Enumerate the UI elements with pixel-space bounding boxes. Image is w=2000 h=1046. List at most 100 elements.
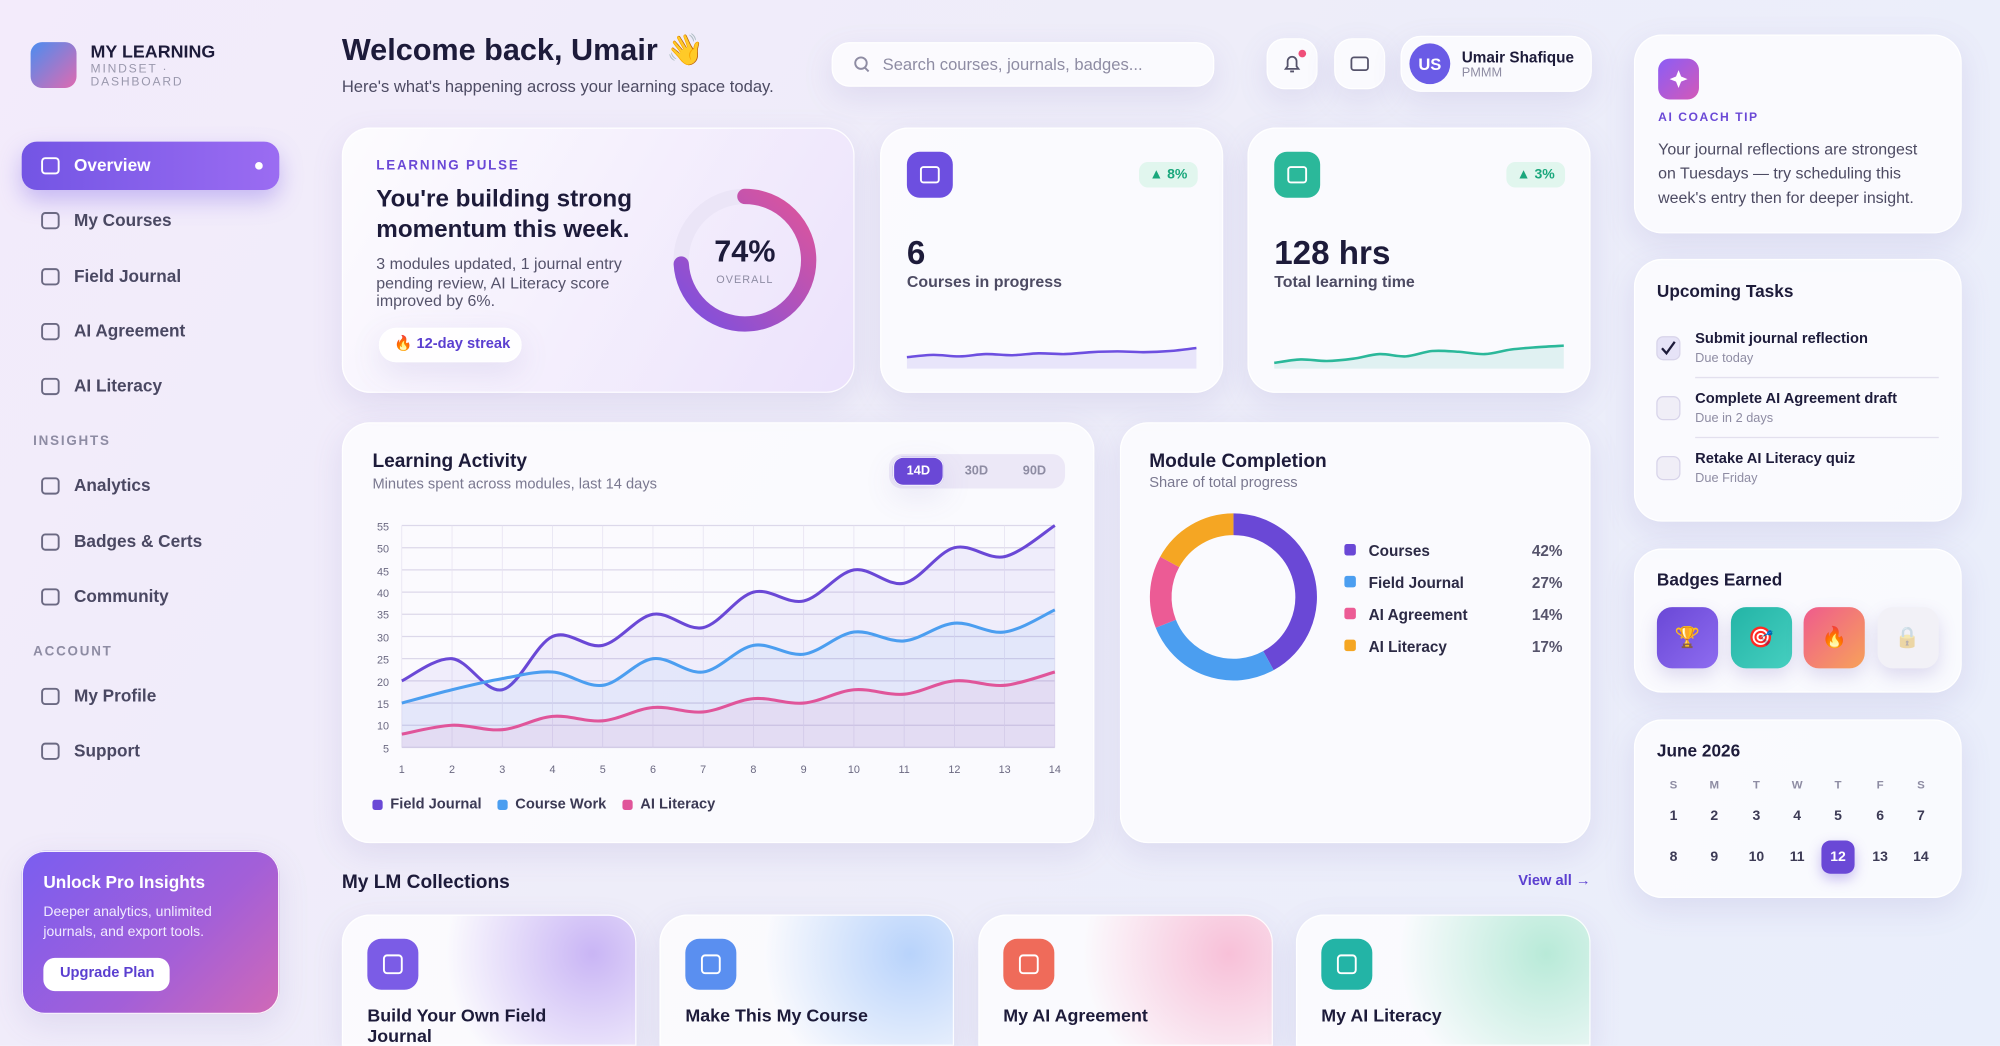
nav-active-pill[interactable] bbox=[21, 141, 280, 191]
x-tick-label: 7 bbox=[700, 762, 707, 776]
nav-item[interactable]: Field Journal bbox=[73, 266, 182, 286]
calendar-day[interactable]: 1 bbox=[1669, 808, 1678, 825]
x-tick-label: 6 bbox=[649, 762, 656, 776]
nav-item[interactable]: AI Agreement bbox=[73, 320, 186, 341]
donut-segment bbox=[1149, 556, 1180, 628]
calendar-day[interactable]: 7 bbox=[1917, 808, 1925, 825]
nav-icon bbox=[41, 268, 60, 286]
calendar-day[interactable]: 4 bbox=[1793, 808, 1802, 825]
wallet-button[interactable] bbox=[1334, 38, 1386, 90]
view-all-link[interactable]: View all → bbox=[1518, 873, 1591, 889]
calendar-day[interactable]: 14 bbox=[1913, 849, 1929, 866]
weekday: F bbox=[1876, 778, 1884, 792]
calendar-day[interactable]: 9 bbox=[1710, 849, 1719, 866]
change-badge bbox=[1506, 161, 1566, 188]
y-tick-label: 20 bbox=[376, 675, 390, 689]
progress-label: 74% bbox=[714, 234, 776, 270]
range-option[interactable]: 30D bbox=[964, 464, 989, 479]
nav-icon bbox=[41, 212, 60, 230]
collection-title[interactable]: Make This My Course bbox=[685, 1005, 868, 1026]
nav-item[interactable]: Analytics bbox=[73, 475, 151, 495]
card-title: June 2026 bbox=[1656, 740, 1741, 760]
badge[interactable] bbox=[1803, 607, 1865, 669]
selected-day[interactable] bbox=[1821, 840, 1855, 874]
task-title[interactable]: Submit journal reflection bbox=[1695, 331, 1868, 347]
collection-title[interactable]: My AI Literacy bbox=[1321, 1005, 1442, 1026]
nav-icon bbox=[41, 323, 60, 341]
badge-icon: 🔥 bbox=[1821, 627, 1847, 650]
badge[interactable] bbox=[1656, 607, 1719, 669]
calendar-day[interactable]: 2 bbox=[1710, 808, 1719, 825]
nav-icon bbox=[41, 377, 60, 396]
nav-item[interactable]: My Profile bbox=[73, 685, 157, 705]
stat-icon bbox=[906, 151, 953, 198]
nav-item[interactable]: Community bbox=[73, 586, 169, 606]
tasks-card bbox=[1633, 258, 1962, 522]
user-name: Umair Shafique bbox=[1461, 47, 1575, 66]
nav-icon bbox=[41, 477, 60, 495]
calendar-card bbox=[1633, 719, 1962, 898]
legend-swatch bbox=[497, 799, 508, 810]
nav-icon bbox=[41, 533, 60, 551]
calendar-day[interactable]: 10 bbox=[1748, 849, 1765, 866]
collection-icon-glyph bbox=[382, 954, 403, 975]
nav-item[interactable]: Overview bbox=[73, 155, 151, 175]
weekday: T bbox=[1834, 778, 1842, 792]
sparkline bbox=[906, 346, 1197, 359]
collection-icon-glyph bbox=[1018, 954, 1039, 975]
upgrade-button-label[interactable]: Upgrade Plan bbox=[59, 965, 155, 981]
y-tick-label: 55 bbox=[376, 520, 390, 533]
promo-text: Deeper analytics, unlimited journals, an… bbox=[43, 904, 212, 941]
badge[interactable] bbox=[1876, 607, 1939, 669]
x-tick-label: 8 bbox=[750, 762, 757, 776]
weekday: T bbox=[1752, 778, 1760, 792]
series-area bbox=[401, 671, 1055, 748]
range-active[interactable] bbox=[892, 456, 944, 486]
stat-value: 6 bbox=[906, 233, 926, 272]
search-box[interactable] bbox=[831, 42, 1215, 87]
pulse-eyebrow: LEARNING PULSE bbox=[376, 158, 520, 175]
calendar-day[interactable]: 12 bbox=[1830, 849, 1846, 866]
nav-item[interactable]: Support bbox=[73, 740, 140, 760]
task-title[interactable]: Complete AI Agreement draft bbox=[1695, 391, 1898, 407]
calendar-day[interactable]: 8 bbox=[1669, 849, 1678, 866]
legend-swatch bbox=[1344, 575, 1356, 588]
series-line bbox=[401, 524, 1056, 692]
legend-swatch bbox=[1344, 544, 1356, 556]
nav-item[interactable]: Badges & Certs bbox=[73, 531, 203, 551]
y-tick-label: 40 bbox=[376, 586, 390, 600]
task-checkbox bbox=[1656, 336, 1681, 361]
calendar-day[interactable]: 3 bbox=[1752, 808, 1761, 825]
avatar-initials: US bbox=[1418, 54, 1442, 74]
calendar-day[interactable]: 11 bbox=[1789, 849, 1805, 866]
calendar-day[interactable]: 13 bbox=[1872, 849, 1888, 866]
y-tick-label: 15 bbox=[376, 697, 390, 711]
calendar-day[interactable]: 6 bbox=[1876, 808, 1885, 825]
value-label: 42% bbox=[1531, 541, 1563, 560]
sparkline-area bbox=[906, 347, 1197, 369]
x-tick-label: 9 bbox=[800, 762, 807, 776]
y-tick-label: 10 bbox=[376, 719, 390, 733]
user-role: PMMM bbox=[1461, 66, 1503, 81]
nav-item[interactable]: My Courses bbox=[73, 209, 172, 230]
bell-icon bbox=[1283, 55, 1301, 73]
collection-title[interactable]: Build Your Own Field Journal bbox=[367, 1005, 547, 1046]
legend-swatch bbox=[372, 799, 383, 810]
coach-eyebrow: AI COACH TIP bbox=[1658, 111, 1759, 126]
legend-label: Field Journal bbox=[1368, 573, 1464, 592]
notifications-button[interactable] bbox=[1266, 38, 1318, 90]
range-option[interactable]: 14D bbox=[906, 464, 931, 479]
legend-swatch bbox=[622, 799, 633, 810]
badge-icon: 🏆 bbox=[1674, 627, 1701, 650]
calendar-day[interactable]: 5 bbox=[1834, 808, 1842, 825]
pulse-text: 3 modules updated, 1 journal entry pendi… bbox=[376, 255, 622, 311]
collection-title[interactable]: My AI Agreement bbox=[1003, 1005, 1148, 1026]
range-option[interactable]: 90D bbox=[1022, 464, 1047, 479]
badge[interactable] bbox=[1730, 607, 1792, 669]
task-title[interactable]: Retake AI Literacy quiz bbox=[1695, 451, 1856, 467]
y-tick-label: 45 bbox=[376, 564, 390, 578]
upgrade-button[interactable] bbox=[43, 957, 170, 992]
nav-item[interactable]: AI Literacy bbox=[73, 375, 163, 395]
